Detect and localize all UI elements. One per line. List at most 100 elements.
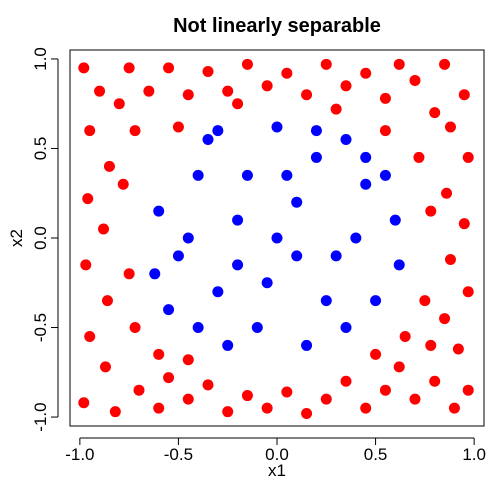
red-point [444, 121, 456, 133]
blue-point [182, 232, 194, 244]
red-point [452, 343, 464, 355]
y-tick-label: -1.0 [31, 402, 50, 431]
red-point [444, 253, 456, 265]
blue-point [379, 169, 391, 181]
red-point [330, 103, 342, 115]
chart-title: Not linearly separable [173, 15, 381, 37]
blue-point [241, 169, 253, 181]
blue-point [393, 259, 405, 271]
red-point [409, 74, 421, 86]
red-point [409, 393, 421, 405]
blue-point [192, 322, 204, 334]
red-point [153, 402, 165, 414]
blue-point [163, 304, 175, 316]
blue-point [149, 268, 161, 280]
red-point [425, 205, 437, 217]
red-point [439, 313, 451, 325]
blue-point [222, 339, 234, 351]
red-point [320, 393, 332, 405]
red-point [241, 390, 253, 402]
blue-point [330, 250, 342, 262]
blue-point [261, 277, 273, 289]
blue-point [360, 151, 372, 163]
red-point [462, 151, 474, 163]
y-axis-label: x2 [7, 229, 26, 247]
blue-point [232, 259, 244, 271]
red-point [399, 330, 411, 342]
y-axis: -1.0 -0.5 0.0 0.5 1.0 [31, 47, 59, 432]
red-point [340, 375, 352, 387]
red-point [80, 259, 92, 271]
red-point [109, 406, 121, 418]
blue-point [340, 322, 352, 334]
red-point [129, 125, 141, 137]
red-point [301, 407, 313, 419]
red-point [425, 339, 437, 351]
y-tick-label: -0.5 [31, 313, 50, 342]
red-point [458, 218, 470, 230]
red-point [129, 322, 141, 334]
red-point [117, 178, 129, 190]
red-point [82, 193, 94, 205]
red-point [301, 89, 313, 101]
red-point [379, 384, 391, 396]
blue-point [271, 121, 283, 133]
red-point [101, 295, 113, 307]
red-point [448, 402, 460, 414]
blue-point [212, 286, 224, 298]
red-point [379, 125, 391, 137]
blue-point [310, 125, 322, 137]
red-point [98, 223, 110, 235]
red-point [153, 348, 165, 360]
red-point [232, 98, 244, 110]
x-tick-label: -0.5 [164, 445, 193, 464]
x-tick-label: 1.0 [462, 445, 486, 464]
red-point [360, 67, 372, 79]
red-point [320, 58, 332, 70]
red-point [462, 384, 474, 396]
red-point [202, 379, 214, 391]
x-tick-label: 0.5 [364, 445, 388, 464]
blue-point [153, 205, 165, 217]
blue-point [389, 214, 401, 226]
red-point [123, 268, 135, 280]
blue-point [360, 178, 372, 190]
blue-point [340, 134, 352, 146]
red-point [393, 361, 405, 373]
red-point [360, 402, 372, 414]
blue-point [350, 232, 362, 244]
red-point [172, 121, 184, 133]
red-point [123, 62, 135, 74]
red-point [182, 89, 194, 101]
red-point [182, 354, 194, 366]
red-point [84, 330, 96, 342]
blue-point [320, 295, 332, 307]
red-point [419, 295, 431, 307]
red-point [281, 386, 293, 398]
red-point [78, 62, 90, 74]
red-point [379, 92, 391, 104]
red-point [143, 85, 155, 97]
red-point [113, 98, 125, 110]
red-point [439, 58, 451, 70]
red-point [202, 65, 214, 77]
red-point [393, 58, 405, 70]
x-tick-label: -1.0 [65, 445, 94, 464]
red-point [133, 384, 145, 396]
x-axis: -1.0 -0.5 0.0 0.5 1.0 [65, 437, 486, 464]
blue-point [202, 134, 214, 146]
red-point [429, 107, 441, 119]
red-point [441, 187, 453, 199]
red-point [222, 85, 234, 97]
y-tick-label: 0.5 [31, 137, 50, 161]
red-point [103, 160, 115, 172]
plot-frame [69, 49, 485, 427]
red-point [370, 348, 382, 360]
blue-point [291, 250, 303, 262]
blue-point [301, 339, 313, 351]
red-point [340, 80, 352, 92]
red-point [281, 67, 293, 79]
blue-point [212, 125, 224, 137]
blue-point [310, 151, 322, 163]
